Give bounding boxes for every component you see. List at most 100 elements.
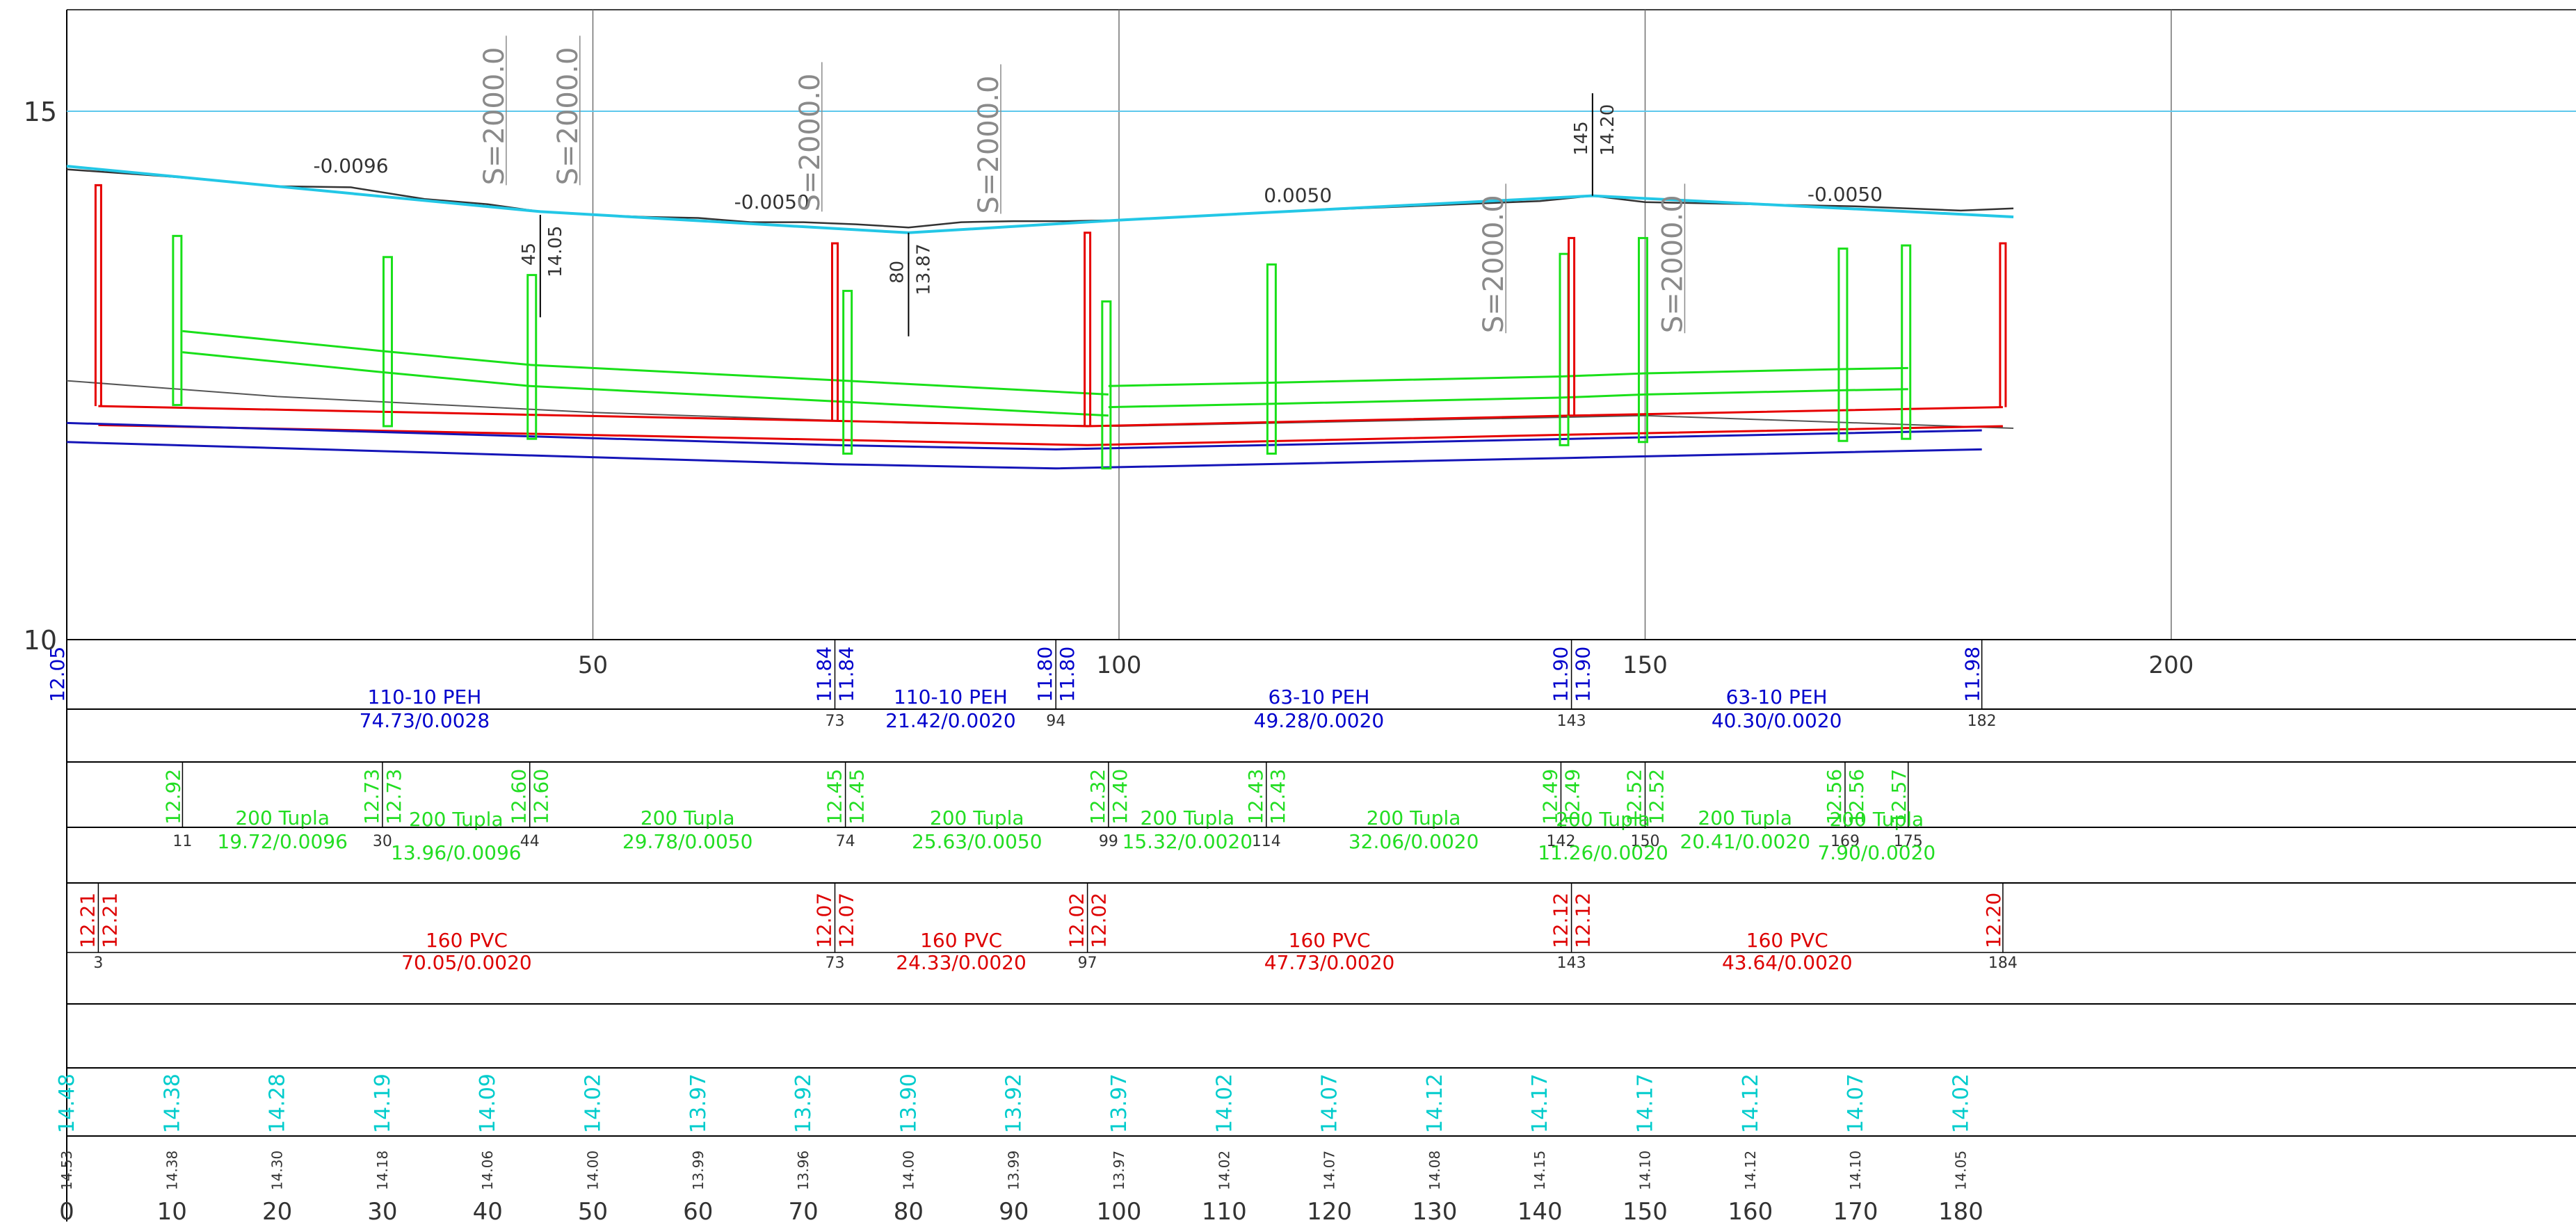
marker-station-label: 80 — [887, 261, 908, 284]
water-band-length-slope: 49.28/0.0020 — [1254, 709, 1385, 732]
storm-band-elevation: 12.49 — [1538, 769, 1561, 825]
ground-elevation: 14.08 — [1426, 1151, 1443, 1190]
station-scale-label: 160 — [1728, 1198, 1773, 1222]
profile-lines — [66, 165, 2014, 470]
ground-elevation: 14.38 — [163, 1151, 180, 1190]
storm-band-pipe-type: 200 Tupla — [1698, 806, 1792, 829]
design-elevation: 14.02 — [1212, 1073, 1237, 1133]
station-scale-label: 60 — [683, 1198, 713, 1222]
station-scale-label: 50 — [578, 1198, 608, 1222]
sewer-band-elevation: 12.07 — [812, 893, 835, 948]
station-scale-label: 90 — [999, 1198, 1029, 1222]
grade-label: 0.0050 — [1264, 184, 1332, 207]
storm-band-node-label: 169 — [1830, 833, 1860, 850]
storm-band-elevation: 12.43 — [1266, 769, 1289, 825]
design-elevation: 14.12 — [1739, 1073, 1763, 1133]
water-band-elevation: 11.98 — [1961, 647, 1984, 702]
elevation-label: 10 — [24, 625, 57, 656]
ground-elevation: 14.10 — [1637, 1151, 1654, 1190]
station-scale-label: 150 — [1623, 1198, 1668, 1222]
storm-manhole-shaft — [1101, 300, 1112, 470]
sewer-band-node-label: 143 — [1557, 955, 1586, 972]
design-elevation: 14.17 — [1634, 1073, 1658, 1133]
design-elevation: 13.90 — [896, 1073, 921, 1133]
station-scale-label: 30 — [367, 1198, 397, 1222]
vertical-curve-label: S=2000.0 — [1657, 195, 1689, 333]
storm-manhole-shaft — [1266, 263, 1277, 455]
station-label: 150 — [1623, 651, 1668, 679]
sewer-band-elevation: 12.12 — [1549, 893, 1572, 948]
sewer-band-elevation: 12.20 — [1982, 893, 2005, 948]
station-scale-label: 0 — [59, 1198, 74, 1222]
station-scale-label: 10 — [157, 1198, 187, 1222]
design-elevation: 13.97 — [686, 1073, 711, 1133]
sewer-band-length-slope: 24.33/0.0020 — [896, 951, 1027, 974]
marker-elevation-label: 14.05 — [545, 226, 566, 277]
storm-band-elevation: 12.73 — [360, 769, 383, 825]
sewer-band-node-label: 97 — [1078, 955, 1097, 972]
water-band-elevation: 11.84 — [812, 647, 835, 702]
storm-band-node-label: 74 — [836, 833, 855, 850]
storm-manhole-shaft — [1901, 244, 1912, 440]
water-band-length-slope: 74.73/0.0028 — [360, 709, 490, 732]
storm-band-elevation: 12.60 — [530, 769, 553, 825]
design-elevation: 14.02 — [581, 1073, 606, 1133]
sewer-band-length-slope: 43.64/0.0020 — [1722, 951, 1853, 974]
marker-elevation-label: 13.87 — [913, 243, 934, 295]
sewer-band-elevation: 12.12 — [1572, 893, 1595, 948]
storm-band-node-label: 142 — [1546, 833, 1575, 850]
storm-band-length-slope: 11.26/0.0020 — [1538, 841, 1668, 864]
design-elevation: 13.92 — [791, 1073, 816, 1133]
ground-elevation: 14.53 — [58, 1151, 75, 1190]
station-scale-label: 140 — [1518, 1198, 1563, 1222]
storm-band-elevation: 12.56 — [1823, 769, 1846, 825]
sewer-manhole-riser — [94, 184, 102, 407]
station-scale-label: 80 — [894, 1198, 924, 1222]
ground-elevation: 14.12 — [1742, 1151, 1759, 1190]
sewer-band-node-label: 184 — [1988, 955, 2018, 972]
storm-manhole-shaft — [172, 234, 183, 407]
sewer-band-elevation: 12.02 — [1088, 893, 1111, 948]
sewer-band-pipe-type: 160 PVC — [426, 929, 508, 952]
station-label: 100 — [1097, 651, 1142, 679]
storm-band-length-slope: 13.96/0.0096 — [391, 841, 522, 864]
sewer-band-node-label: 73 — [825, 955, 844, 972]
grade-label: -0.0050 — [1808, 183, 1883, 206]
ground-elevation: 14.06 — [479, 1151, 496, 1190]
vertical-curve-label: S=2000.0 — [794, 74, 826, 212]
design-elevation: 14.48 — [55, 1073, 79, 1133]
storm-band-node-label: 114 — [1252, 833, 1281, 850]
ground-elevation: 14.07 — [1321, 1151, 1338, 1190]
storm-band-length-slope: 32.06/0.0020 — [1349, 830, 1479, 853]
storm-band-length-slope: 29.78/0.0050 — [622, 830, 753, 853]
station-scale-label: 100 — [1097, 1198, 1142, 1222]
storm-band-elevation: 12.45 — [846, 769, 869, 825]
design-elevation: 14.07 — [1844, 1073, 1868, 1133]
water-band-elevation: 11.90 — [1572, 647, 1595, 702]
station-label: 200 — [2149, 651, 2194, 679]
sewer-band-length-slope: 70.05/0.0020 — [401, 951, 532, 974]
design-elevation: 14.12 — [1423, 1073, 1447, 1133]
grade-label: -0.0096 — [313, 154, 388, 177]
storm-manhole-shaft — [526, 274, 538, 440]
storm-band-pipe-type: 200 Tupla — [1367, 806, 1461, 829]
vertical-curve-label: S=2000.0 — [973, 76, 1005, 214]
water-pipe-invert-line — [66, 441, 1982, 470]
ground-elevation: 14.00 — [585, 1151, 602, 1190]
design-elevation: 14.09 — [476, 1073, 500, 1133]
station-scale-label: 130 — [1412, 1198, 1457, 1222]
water-band-pipe-type: 63-10 PEH — [1726, 685, 1828, 708]
storm-manhole-shaft — [1837, 248, 1849, 442]
sewer-manhole-riser — [1568, 236, 1576, 416]
sewer-manhole-riser — [1084, 232, 1092, 426]
water-band-node-label: 143 — [1557, 713, 1586, 730]
sewer-manhole-riser — [830, 242, 839, 421]
marker-elevation-label: 14.20 — [1597, 104, 1618, 156]
station-scale-label: 20 — [262, 1198, 292, 1222]
storm-band-elevation: 12.40 — [1109, 769, 1132, 825]
sewer-pipe-crown-line — [98, 405, 2003, 428]
ground-elevation: 14.18 — [374, 1151, 391, 1190]
storm-band-node-label: 99 — [1099, 833, 1118, 850]
